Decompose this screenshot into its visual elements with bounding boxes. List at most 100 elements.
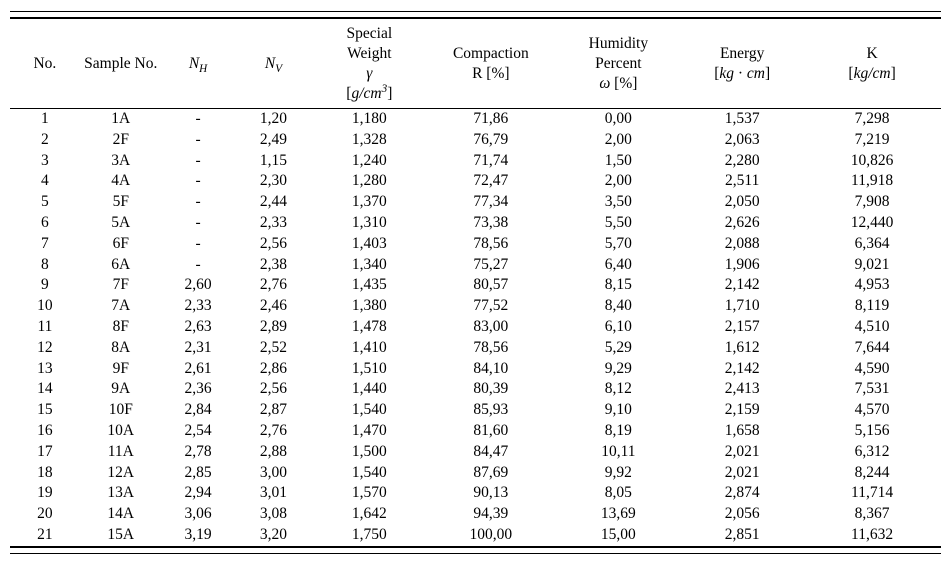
cell-special-weight: 1,510 — [351, 359, 387, 377]
cell-special-weight: 1,410 — [351, 338, 387, 356]
header-line: γ — [366, 65, 373, 82]
cell-n-h: 3,19 — [184, 525, 212, 543]
table-row: 11 8F 2,63 2,89 1,478 83,00 6,10 2,157 4,510 — [10, 317, 941, 338]
table-row: 14 9A 2,36 2,56 1,440 80,39 8,12 2,413 7,531 — [10, 379, 941, 400]
cell-no: 15 — [37, 401, 53, 419]
cell-k: 12,440 — [850, 213, 894, 231]
cell-energy: 1,906 — [724, 255, 760, 273]
table-figure: No. Sample No. NH NV Special Weight γ [g/cm3] Co… — [10, 11, 941, 554]
cell-compaction: 77,52 — [473, 297, 509, 315]
cell-k: 7,644 — [854, 338, 890, 356]
cell-n-h: 2,94 — [184, 484, 212, 502]
header-line: [kg · cm] — [714, 65, 771, 82]
cell-n-h: - — [195, 234, 201, 252]
cell-no: 1 — [41, 110, 49, 127]
header-line: K — [866, 45, 878, 62]
cell-sample-no: 8A — [111, 338, 131, 356]
cell-humidity: 0,00 — [604, 110, 632, 127]
table-row: 3 3A - 1,15 1,240 71,74 1,50 2,280 10,826 — [10, 151, 941, 172]
cell-k: 4,510 — [854, 317, 890, 335]
header-row: No. Sample No. NH NV Special Weight γ [g/cm3] Co… — [10, 18, 941, 109]
header-line: Compaction — [452, 45, 529, 62]
cell-no: 16 — [37, 421, 53, 439]
cell-sample-no: 14A — [107, 505, 135, 523]
table-body: 1 1A -1,20 1,180 71,86 0,00 1,537 7,298 2 2F -2,49… — [10, 109, 941, 547]
table-row: 7 6F - 2,56 1,403 78,56 5,70 2,088 6,364 — [10, 234, 941, 255]
cell-humidity: 8,15 — [604, 276, 632, 294]
cell-humidity: 13,69 — [600, 505, 636, 523]
cell-humidity: 8,12 — [604, 380, 632, 398]
cell-special-weight: 1,280 — [351, 172, 387, 190]
cell-k: 9,021 — [854, 255, 890, 273]
cell-energy: 2,021 — [724, 463, 760, 481]
cell-n-h: 2,85 — [184, 463, 212, 481]
cell-humidity: 8,05 — [604, 484, 632, 502]
cell-n-v: 2,52 — [259, 338, 287, 356]
column-header-n-h: NH — [162, 18, 235, 109]
cell-compaction: 90,13 — [473, 484, 509, 502]
cell-no: 17 — [37, 442, 53, 460]
cell-humidity: 1,50 — [604, 151, 632, 169]
cell-n-h: - — [195, 172, 201, 190]
cell-sample-no: 10F — [108, 401, 133, 419]
cell-sample-no: 11A — [107, 442, 134, 460]
cell-n-v: 2,49 — [259, 130, 287, 148]
cell-sample-no: 3A — [111, 151, 131, 169]
cell-humidity: 9,92 — [604, 463, 632, 481]
cell-special-weight: 1,570 — [351, 484, 387, 502]
cell-compaction: 84,47 — [473, 442, 509, 460]
table-row: 2 2F - 2,49 1,328 76,79 2,00 2,063 7,219 — [10, 130, 941, 151]
cell-no: 5 — [41, 193, 49, 211]
cell-k: 7,531 — [854, 380, 890, 398]
cell-compaction: 72,47 — [473, 172, 509, 190]
column-header-no: No. — [10, 18, 80, 109]
cell-special-weight: 1,370 — [351, 193, 387, 211]
cell-no: 20 — [37, 505, 53, 523]
cell-compaction: 85,93 — [473, 401, 509, 419]
table-row: 4 4A - 2,30 1,280 72,47 2,00 2,511 11,918 — [10, 171, 941, 192]
header-line: NV — [264, 55, 283, 76]
cell-n-h: - — [195, 193, 201, 211]
cell-n-v: 2,86 — [259, 359, 287, 377]
cell-n-v: 2,56 — [259, 380, 287, 398]
table-row: 12 8A 2,31 2,52 1,410 78,56 5,29 1,612 7,644 — [10, 338, 941, 359]
cell-n-v: 2,30 — [259, 172, 287, 190]
cell-special-weight: 1,328 — [351, 130, 387, 148]
table-head: No. Sample No. NH NV Special Weight γ [g/cm3] Co… — [10, 18, 941, 109]
table-row: 1 1A - 1,20 1,180 71,86 0,00 1,537 7,298 — [10, 109, 941, 130]
header-line: R [%] — [472, 65, 510, 82]
cell-no: 18 — [37, 463, 53, 481]
header-line: Percent — [595, 55, 642, 72]
cell-special-weight: 1,403 — [351, 234, 387, 252]
cell-special-weight: 1,180 — [351, 110, 387, 127]
table-row: 21 15A 3,19 3,20 1,750 100,00 15,00 2,851 11,632 — [10, 525, 941, 547]
cell-humidity: 5,29 — [604, 338, 632, 356]
table-row: 19 13A 2,94 3,01 1,570 90,13 8,05 2,874 11,714 — [10, 483, 941, 504]
cell-no: 11 — [37, 317, 53, 335]
cell-compaction: 81,60 — [473, 421, 509, 439]
column-header-special-weight: Special Weight γ [g/cm3] — [313, 18, 427, 109]
cell-sample-no: 12A — [107, 463, 135, 481]
cell-special-weight: 1,240 — [351, 151, 387, 169]
header-line: ω [%] — [599, 75, 638, 92]
column-header-n-v: NV — [234, 18, 312, 109]
cell-k: 4,953 — [854, 276, 890, 294]
cell-n-h: 3,06 — [184, 505, 212, 523]
cell-n-h: 2,60 — [184, 276, 212, 294]
cell-humidity: 2,00 — [604, 130, 632, 148]
cell-humidity: 15,00 — [600, 525, 636, 543]
cell-n-v: 2,56 — [259, 234, 287, 252]
cell-energy: 2,088 — [724, 234, 760, 252]
cell-energy: 2,159 — [724, 401, 760, 419]
cell-compaction: 71,86 — [473, 110, 509, 127]
cell-energy: 1,537 — [724, 110, 760, 127]
table-row: 15 10F 2,84 2,87 1,540 85,93 9,10 2,159 4,570 — [10, 400, 941, 421]
cell-energy: 1,710 — [724, 297, 760, 315]
cell-special-weight: 1,540 — [351, 463, 387, 481]
cell-compaction: 78,56 — [473, 338, 509, 356]
table-row: 10 7A 2,33 2,46 1,380 77,52 8,40 1,710 8,119 — [10, 296, 941, 317]
cell-n-h: - — [195, 110, 201, 127]
cell-humidity: 6,40 — [604, 255, 632, 273]
cell-no: 9 — [41, 276, 49, 294]
cell-k: 4,570 — [854, 401, 890, 419]
